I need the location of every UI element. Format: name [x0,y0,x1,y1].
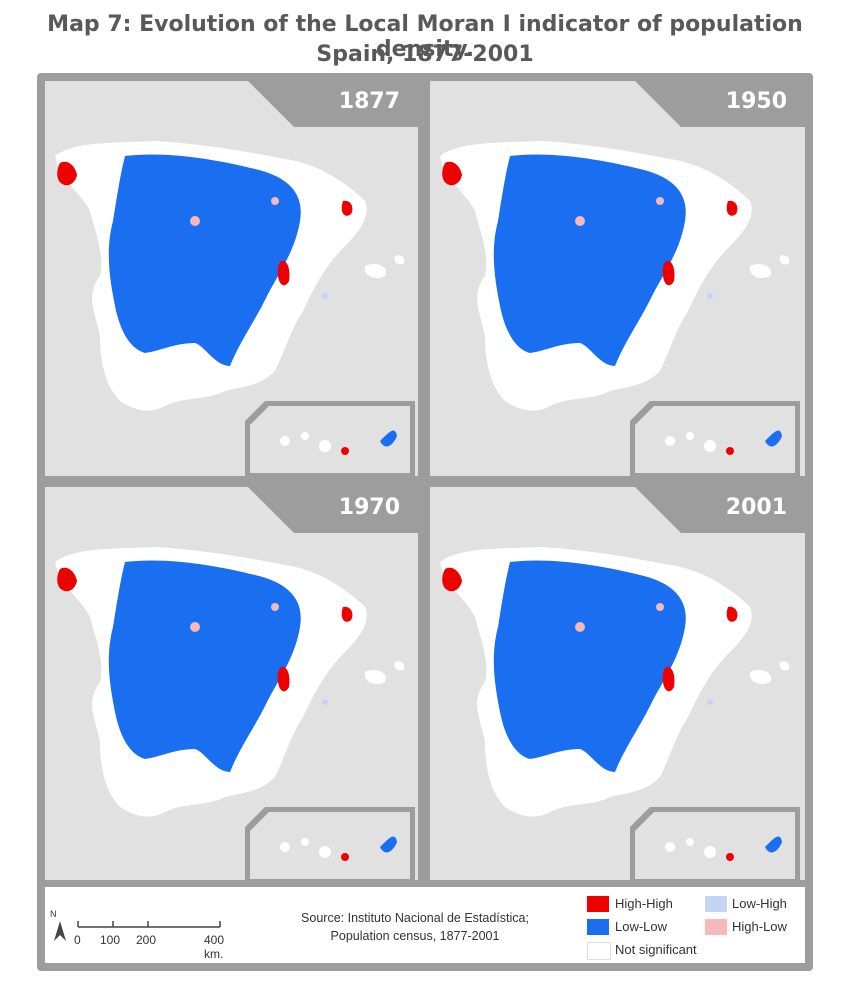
map-panel-2001: 2001 [430,487,805,880]
year-label: 1877 [338,89,400,114]
year-label: 1950 [725,89,787,114]
map-title-line-2: Spain, 1877-2001 [316,42,534,67]
legend-swatch-low-low [587,919,609,935]
north-arrow-label: N [50,909,57,919]
year-tab: 1877 [248,81,418,127]
spain-map [440,141,800,476]
legend-bar [45,887,805,963]
scale-tick-0: 0 [74,933,81,947]
legend-swatch-high-high [587,896,609,912]
legend-label-high-high: High-High [615,896,673,911]
source-line-2: Population census, 1877-2001 [330,929,500,943]
year-label: 2001 [725,495,787,520]
year-tab: 2001 [635,487,805,533]
legend-swatch-high-low [705,919,727,935]
year-tab: 1970 [248,487,418,533]
year-tab: 1950 [635,81,805,127]
legend-swatch-not-significant [587,942,611,960]
scale-tick-200: 200 [136,933,157,947]
legend-label-low-low: Low-Low [615,919,668,934]
map-panel-1950: 1950 [430,81,805,476]
north-arrow-icon [54,921,66,941]
map-panel-1877: 1877 [45,81,418,476]
scale-line [77,921,221,928]
scale-tick-100: 100 [100,933,121,947]
map-panel-1970: 1970 [45,487,418,880]
spain-map [440,547,800,880]
legend-label-not-significant: Not significant [615,942,697,957]
legend-swatch-low-high [705,896,727,912]
source-line-1: Source: Instituto Nacional de Estadístic… [301,911,529,925]
legend-label-high-low: High-Low [732,919,787,934]
scale-tick-400: 400 km. [204,933,225,961]
legend-label-low-high: Low-High [732,896,787,911]
spain-map [55,141,415,476]
year-label: 1970 [338,495,400,520]
source-note: Source: Instituto Nacional de Estadístic… [295,909,535,945]
map-title-line-1: Map 7: Evolution of the Local Moran I in… [47,12,803,62]
spain-map [55,547,415,880]
